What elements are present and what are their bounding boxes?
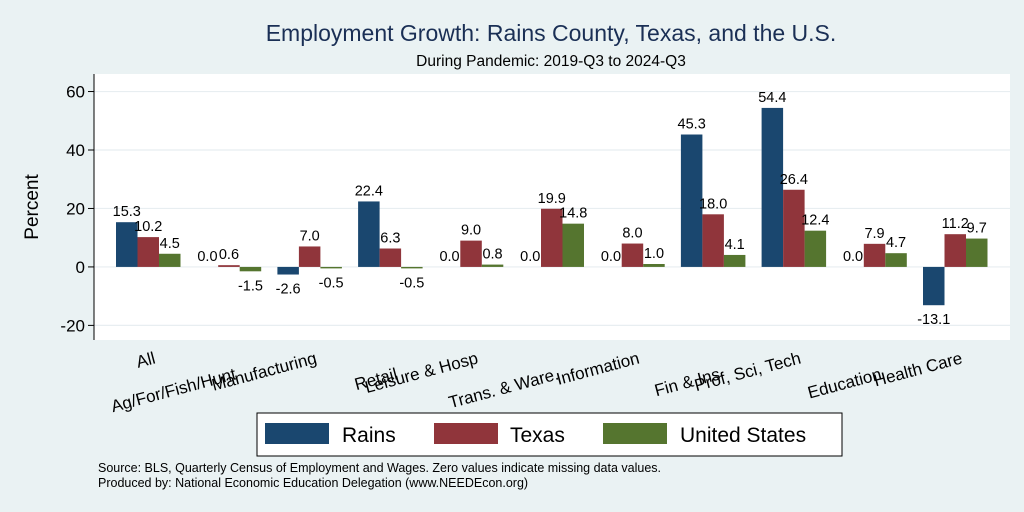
data-label: 0.0 <box>520 249 540 265</box>
x-tick-label-information: Information <box>554 349 641 389</box>
data-label: 19.9 <box>538 191 566 207</box>
data-label: 4.5 <box>160 236 180 252</box>
data-label: 0.0 <box>197 249 217 265</box>
bar-rains-retail <box>358 201 380 267</box>
bar-texas-education <box>863 243 886 267</box>
data-label: 0.6 <box>219 247 239 263</box>
producer-note: Produced by: National Economic Education… <box>98 476 528 490</box>
bar-united-states-fin-ins <box>723 254 746 267</box>
legend-label-united-states: United States <box>680 424 806 447</box>
data-label: 0.0 <box>843 249 863 265</box>
x-tick-label-trans-ware: Trans. & Ware. <box>447 365 561 413</box>
bar-rains-manufacturing <box>277 266 299 275</box>
bar-texas-prof-sci-tech <box>783 189 805 267</box>
data-label: 26.4 <box>780 172 808 188</box>
bar-texas-leisure-hosp <box>460 240 482 267</box>
x-tick-label-manufacturing: Manufacturing <box>210 349 319 395</box>
bar-texas-trans-ware <box>541 208 563 267</box>
legend-swatch-united-states <box>603 423 667 444</box>
data-label: 7.9 <box>864 226 884 242</box>
data-label: 4.7 <box>886 235 906 251</box>
source-note: Source: BLS, Quarterly Census of Employm… <box>98 461 661 475</box>
data-label: 6.3 <box>380 231 400 247</box>
bar-rains-fin-ins <box>680 134 703 267</box>
data-label: 45.3 <box>678 117 706 133</box>
x-tick-label-health-care: Health Care <box>872 349 965 391</box>
bar-texas-health-care <box>944 234 966 267</box>
data-label: -13.1 <box>917 312 950 328</box>
data-label: 0.8 <box>482 247 502 263</box>
bar-rains-health-care <box>923 266 945 306</box>
y-tick-label: -20 <box>60 316 85 335</box>
x-tick-label-prof-sci-tech: Prof, Sci, Tech <box>692 349 802 396</box>
data-label: 1.0 <box>644 246 664 262</box>
data-label: 12.4 <box>801 213 829 229</box>
data-label: 4.1 <box>725 237 745 253</box>
bar-texas-information <box>621 243 644 267</box>
data-label: 22.4 <box>355 183 383 199</box>
bar-united-states-all <box>159 253 181 267</box>
data-label: 11.2 <box>942 216 969 232</box>
legend-box <box>256 412 843 457</box>
y-axis-label: Percent <box>22 174 43 240</box>
legend-label-rains: Rains <box>342 424 396 447</box>
data-label: 54.4 <box>758 90 786 106</box>
bar-united-states-trans-ware <box>562 223 584 267</box>
bar-texas-all <box>137 237 159 267</box>
data-label: -2.6 <box>276 282 301 298</box>
bar-united-states-education <box>885 253 907 267</box>
chart-title: Employment Growth: Rains County, Texas, … <box>266 20 837 46</box>
data-label: 15.3 <box>113 204 141 220</box>
bar-united-states-manufacturing <box>320 266 342 269</box>
bar-rains-prof-sci-tech <box>761 107 784 267</box>
data-label: 10.2 <box>134 219 162 235</box>
data-label: 0.0 <box>601 249 621 265</box>
legend-label-texas: Texas <box>510 424 565 447</box>
data-label: 9.0 <box>461 223 481 239</box>
bar-united-states-leisure-hosp <box>481 264 504 267</box>
bar-texas-retail <box>379 248 402 267</box>
legend-swatch-rains <box>265 423 329 444</box>
y-tick-label: 20 <box>66 199 85 218</box>
y-tick-label: 60 <box>66 83 85 102</box>
data-label: 18.0 <box>699 196 727 212</box>
y-tick-label: 0 <box>76 258 85 277</box>
data-label: 7.0 <box>300 228 320 244</box>
bar-united-states-health-care <box>966 238 988 267</box>
x-tick-label-education: Education <box>806 365 884 403</box>
legend-swatch-texas <box>434 423 498 444</box>
bar-united-states-information <box>643 264 665 267</box>
data-label: -0.5 <box>319 275 344 291</box>
plot-area <box>94 74 1010 340</box>
bar-texas-ag-for-fish-hunt <box>218 265 240 267</box>
y-axis-ticks: -20 0 20 40 60 <box>60 83 94 335</box>
bar-united-states-retail <box>401 266 423 269</box>
data-label: -1.5 <box>238 278 263 294</box>
x-tick-label-all: All <box>134 349 157 372</box>
bar-united-states-prof-sci-tech <box>804 230 827 267</box>
bar-texas-fin-ins <box>702 214 724 267</box>
chart-subtitle: During Pandemic: 2019-Q3 to 2024-Q3 <box>416 53 686 70</box>
bar-texas-manufacturing <box>298 246 321 267</box>
data-label: 0.0 <box>439 249 459 265</box>
data-labels: 15.310.24.50.0 0.6-1.5 -2.67.0-0.522.46.3-… <box>113 90 987 328</box>
data-label: 8.0 <box>622 226 642 242</box>
data-label: -0.5 <box>399 275 424 291</box>
bar-rains-all <box>116 222 138 267</box>
y-tick-label: 40 <box>66 141 85 160</box>
data-label: 14.8 <box>559 206 587 222</box>
data-label: 9.7 <box>967 221 987 237</box>
bar-united-states-ag-for-fish-hunt <box>239 266 262 272</box>
bars <box>116 107 988 306</box>
legend: Rains Texas United States <box>256 412 843 457</box>
